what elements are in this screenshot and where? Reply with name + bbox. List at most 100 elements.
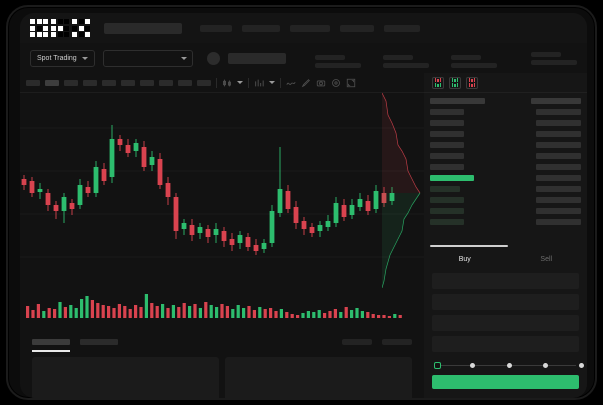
settings-icon[interactable] [331, 78, 341, 88]
timeframe-5[interactable] [102, 79, 116, 86]
orderbook-cell-size [536, 207, 581, 214]
chevron-down-icon[interactable] [237, 81, 243, 84]
timeframe-3[interactable] [64, 79, 78, 86]
market-stat-2 [315, 55, 361, 73]
timeframe-4[interactable] [83, 79, 97, 86]
tab-sell[interactable]: Sell [506, 245, 588, 269]
orderbook-cell-size [536, 163, 581, 170]
trade-column: Buy Sell [424, 73, 587, 398]
orderbook-row[interactable] [430, 128, 581, 139]
market-stat-3 [383, 55, 429, 73]
timeframe-6[interactable] [121, 79, 135, 86]
panel-right[interactable] [225, 357, 412, 398]
order-type-field[interactable] [432, 273, 579, 289]
fullscreen-icon[interactable] [346, 78, 356, 88]
orderbook-cell-size [536, 141, 581, 148]
amount-field[interactable] [432, 315, 579, 331]
timeframe-1[interactable] [26, 79, 40, 86]
tab-buy-label: Buy [458, 255, 471, 263]
orderbook-cell-price [430, 163, 464, 170]
orderbook-view-toggles [424, 73, 587, 93]
tab-order-history[interactable] [80, 339, 118, 345]
chart-gridlines [20, 127, 424, 258]
panel-left[interactable] [32, 357, 219, 398]
price-chart[interactable] [20, 92, 424, 289]
orderbook-view-both-icon[interactable] [432, 76, 444, 89]
camera-icon[interactable] [316, 78, 326, 88]
total-field[interactable] [432, 336, 579, 352]
orderbook-cell-price [430, 108, 464, 115]
orderbook-cell-size [536, 185, 581, 192]
timeframe-10[interactable] [197, 79, 211, 86]
orderbook-cell-size [536, 196, 581, 203]
okx-logo-icon[interactable] [30, 19, 90, 37]
slider-step-0[interactable] [434, 362, 441, 369]
timeframe-8[interactable] [159, 79, 173, 86]
chevron-down-icon [180, 56, 187, 60]
nav-item-3[interactable] [242, 24, 280, 32]
app-screen: Spot Trading [20, 13, 587, 398]
volume-svg [26, 294, 402, 318]
orders-action-2[interactable] [382, 339, 412, 345]
nav-item-2[interactable] [200, 24, 232, 32]
toolbar-divider [280, 77, 281, 88]
orderbook-rows[interactable] [424, 95, 587, 243]
orderbook-cell-size [536, 174, 581, 181]
order-form [424, 269, 587, 398]
nav-item-1[interactable] [104, 22, 182, 34]
slider-step-50[interactable] [506, 363, 512, 368]
chart-toolbar [20, 73, 424, 93]
orderbook-cell-price [430, 218, 464, 225]
orderbook-cell-price [430, 196, 464, 203]
depth-chart [381, 92, 424, 289]
orderbook-cell-size [536, 152, 581, 159]
toolbar-divider [248, 77, 249, 88]
pair-select[interactable] [102, 49, 193, 67]
timeframe-9[interactable] [178, 79, 192, 86]
orderbook-row[interactable] [430, 139, 581, 150]
nav-item-6[interactable] [384, 24, 420, 32]
orderbook-row[interactable] [430, 161, 581, 172]
orderbook-cell-price [430, 207, 464, 214]
indicator-icon[interactable] [254, 78, 264, 88]
orderbook-row[interactable] [430, 150, 581, 161]
orderbook-cell-size [536, 218, 581, 225]
orderbook-cell-price [430, 174, 474, 181]
price-field[interactable] [432, 294, 579, 310]
candle-type-icon[interactable] [222, 78, 232, 88]
submit-buy-button[interactable] [432, 375, 579, 389]
slider-step-100[interactable] [579, 363, 584, 368]
orderbook-row[interactable] [430, 216, 581, 227]
orderbook-cell-price [430, 152, 464, 159]
chevron-down-icon[interactable] [269, 81, 275, 84]
orderbook-row[interactable] [430, 205, 581, 216]
timeframe-7[interactable] [140, 79, 154, 86]
orderbook-row[interactable] [430, 117, 581, 128]
orderbook-row[interactable] [430, 172, 581, 183]
toolbar-divider [216, 77, 217, 88]
orderbook-row[interactable] [430, 106, 581, 117]
orderbook-view-bids-icon[interactable] [449, 76, 461, 89]
trading-mode-label: Spot Trading [37, 54, 77, 62]
timeframe-2-active[interactable] [45, 79, 59, 86]
nav-item-4[interactable] [290, 24, 330, 32]
orderbook-row[interactable] [430, 183, 581, 194]
percent-slider[interactable] [434, 362, 584, 370]
pair-avatar [206, 51, 220, 65]
orderbook-row[interactable] [430, 194, 581, 205]
brush-icon[interactable] [301, 78, 311, 88]
buy-sell-tabs: Buy Sell [424, 245, 587, 269]
tab-buy[interactable]: Buy [424, 245, 507, 269]
orders-action-1[interactable] [342, 339, 372, 345]
nav-item-5[interactable] [340, 24, 374, 32]
slider-step-25[interactable] [470, 363, 476, 368]
trading-mode-selector[interactable]: Spot Trading [30, 49, 95, 67]
main-area: Buy Sell [20, 73, 587, 398]
line-chart-icon[interactable] [286, 78, 296, 88]
slider-step-75[interactable] [542, 363, 548, 368]
tab-open-orders[interactable] [32, 339, 70, 352]
orderbook-view-asks-icon[interactable] [466, 76, 478, 89]
chevron-down-icon [81, 56, 88, 60]
orderbook-cell-price [430, 141, 464, 148]
